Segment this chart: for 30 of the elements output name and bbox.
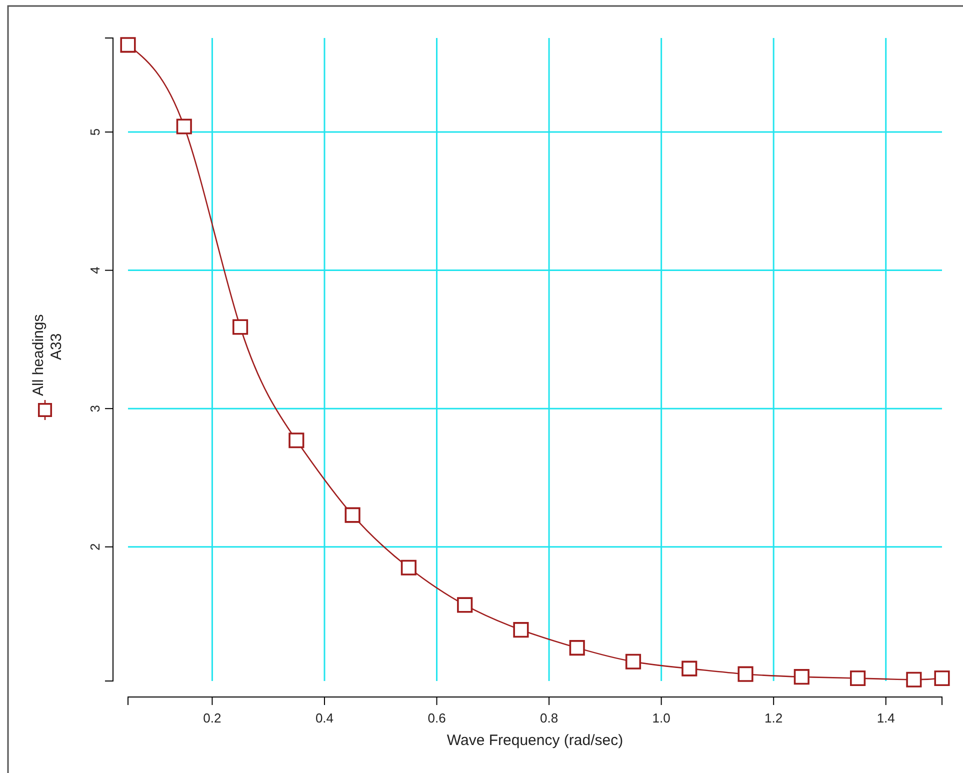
x-tick-label: 1.2 — [764, 710, 783, 726]
x-tick-label: 0.4 — [315, 710, 334, 726]
point — [120, 37, 136, 53]
x-tick-label: 1.4 — [876, 710, 895, 726]
text: A33 — [48, 333, 65, 360]
point — [344, 507, 360, 523]
point — [934, 670, 950, 686]
x-tick-label: 0.8 — [540, 710, 558, 726]
y-tick-label: 4 — [88, 266, 103, 274]
point — [738, 666, 754, 682]
point — [513, 622, 529, 638]
point — [457, 597, 473, 613]
point — [176, 118, 192, 134]
point — [850, 670, 866, 686]
x-axis-title: Wave Frequency (rad/sec) — [446, 732, 624, 749]
point — [400, 560, 416, 576]
x-tick-label: 0.2 — [203, 710, 222, 726]
y-tick-label: 2 — [88, 543, 103, 550]
x-tick-label: 0.6 — [428, 710, 446, 726]
point — [232, 319, 248, 335]
y-tick-label: 5 — [88, 128, 103, 136]
point — [682, 660, 698, 676]
point — [794, 669, 810, 685]
legend-title: All headings — [30, 314, 47, 396]
point — [625, 654, 642, 670]
point — [569, 640, 585, 656]
y-tick-label: 3 — [88, 404, 103, 412]
x-tick-label: 1.0 — [652, 710, 670, 726]
point — [906, 672, 922, 688]
point — [288, 432, 304, 448]
